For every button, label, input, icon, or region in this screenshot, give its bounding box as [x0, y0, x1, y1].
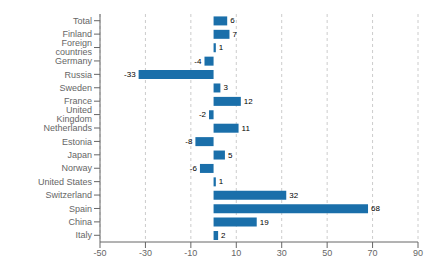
svg-text:-4: -4: [194, 57, 202, 66]
svg-text:5: 5: [228, 151, 233, 160]
svg-text:70: 70: [368, 248, 378, 258]
svg-text:12: 12: [244, 97, 253, 106]
svg-text:-6: -6: [190, 164, 198, 173]
svg-text:10: 10: [231, 248, 241, 258]
svg-text:Spain: Spain: [69, 204, 92, 214]
svg-text:Finland: Finland: [62, 29, 92, 40]
svg-text:-30: -30: [139, 248, 152, 258]
svg-text:6: 6: [230, 16, 235, 25]
svg-text:-8: -8: [185, 137, 193, 146]
svg-text:7: 7: [232, 30, 237, 39]
svg-text:Italy: Italy: [75, 230, 92, 240]
svg-text:1: 1: [219, 43, 224, 52]
svg-text:68: 68: [371, 204, 380, 213]
svg-text:China: China: [68, 217, 92, 227]
svg-text:-2: -2: [199, 110, 207, 119]
svg-text:Switzerland: Switzerland: [45, 190, 92, 200]
svg-text:Japan: Japan: [67, 150, 92, 160]
svg-text:France: France: [64, 96, 92, 107]
svg-text:11: 11: [242, 124, 251, 133]
svg-text:-33: -33: [124, 70, 136, 79]
svg-text:-10: -10: [184, 248, 197, 258]
svg-text:Germany: Germany: [55, 56, 93, 66]
svg-text:Netherlands: Netherlands: [43, 123, 92, 133]
svg-text:Total: Total: [73, 16, 92, 26]
svg-text:Estonia: Estonia: [62, 137, 92, 147]
svg-text:Foreigncountries: Foreigncountries: [55, 38, 92, 57]
svg-text:United States: United States: [38, 177, 93, 187]
svg-text:19: 19: [260, 218, 269, 227]
svg-text:32: 32: [289, 191, 298, 200]
svg-text:50: 50: [322, 248, 332, 258]
svg-text:UnitedKingdom: UnitedKingdom: [56, 105, 92, 124]
svg-text:Norway: Norway: [61, 163, 92, 173]
svg-text:90: 90: [413, 248, 423, 258]
svg-text:-50: -50: [93, 248, 106, 258]
svg-text:3: 3: [223, 83, 228, 92]
svg-text:30: 30: [277, 248, 287, 258]
svg-text:2: 2: [221, 231, 226, 240]
svg-text:1: 1: [219, 177, 224, 186]
svg-text:Sweden: Sweden: [59, 83, 92, 93]
svg-text:Russia: Russia: [64, 70, 92, 80]
